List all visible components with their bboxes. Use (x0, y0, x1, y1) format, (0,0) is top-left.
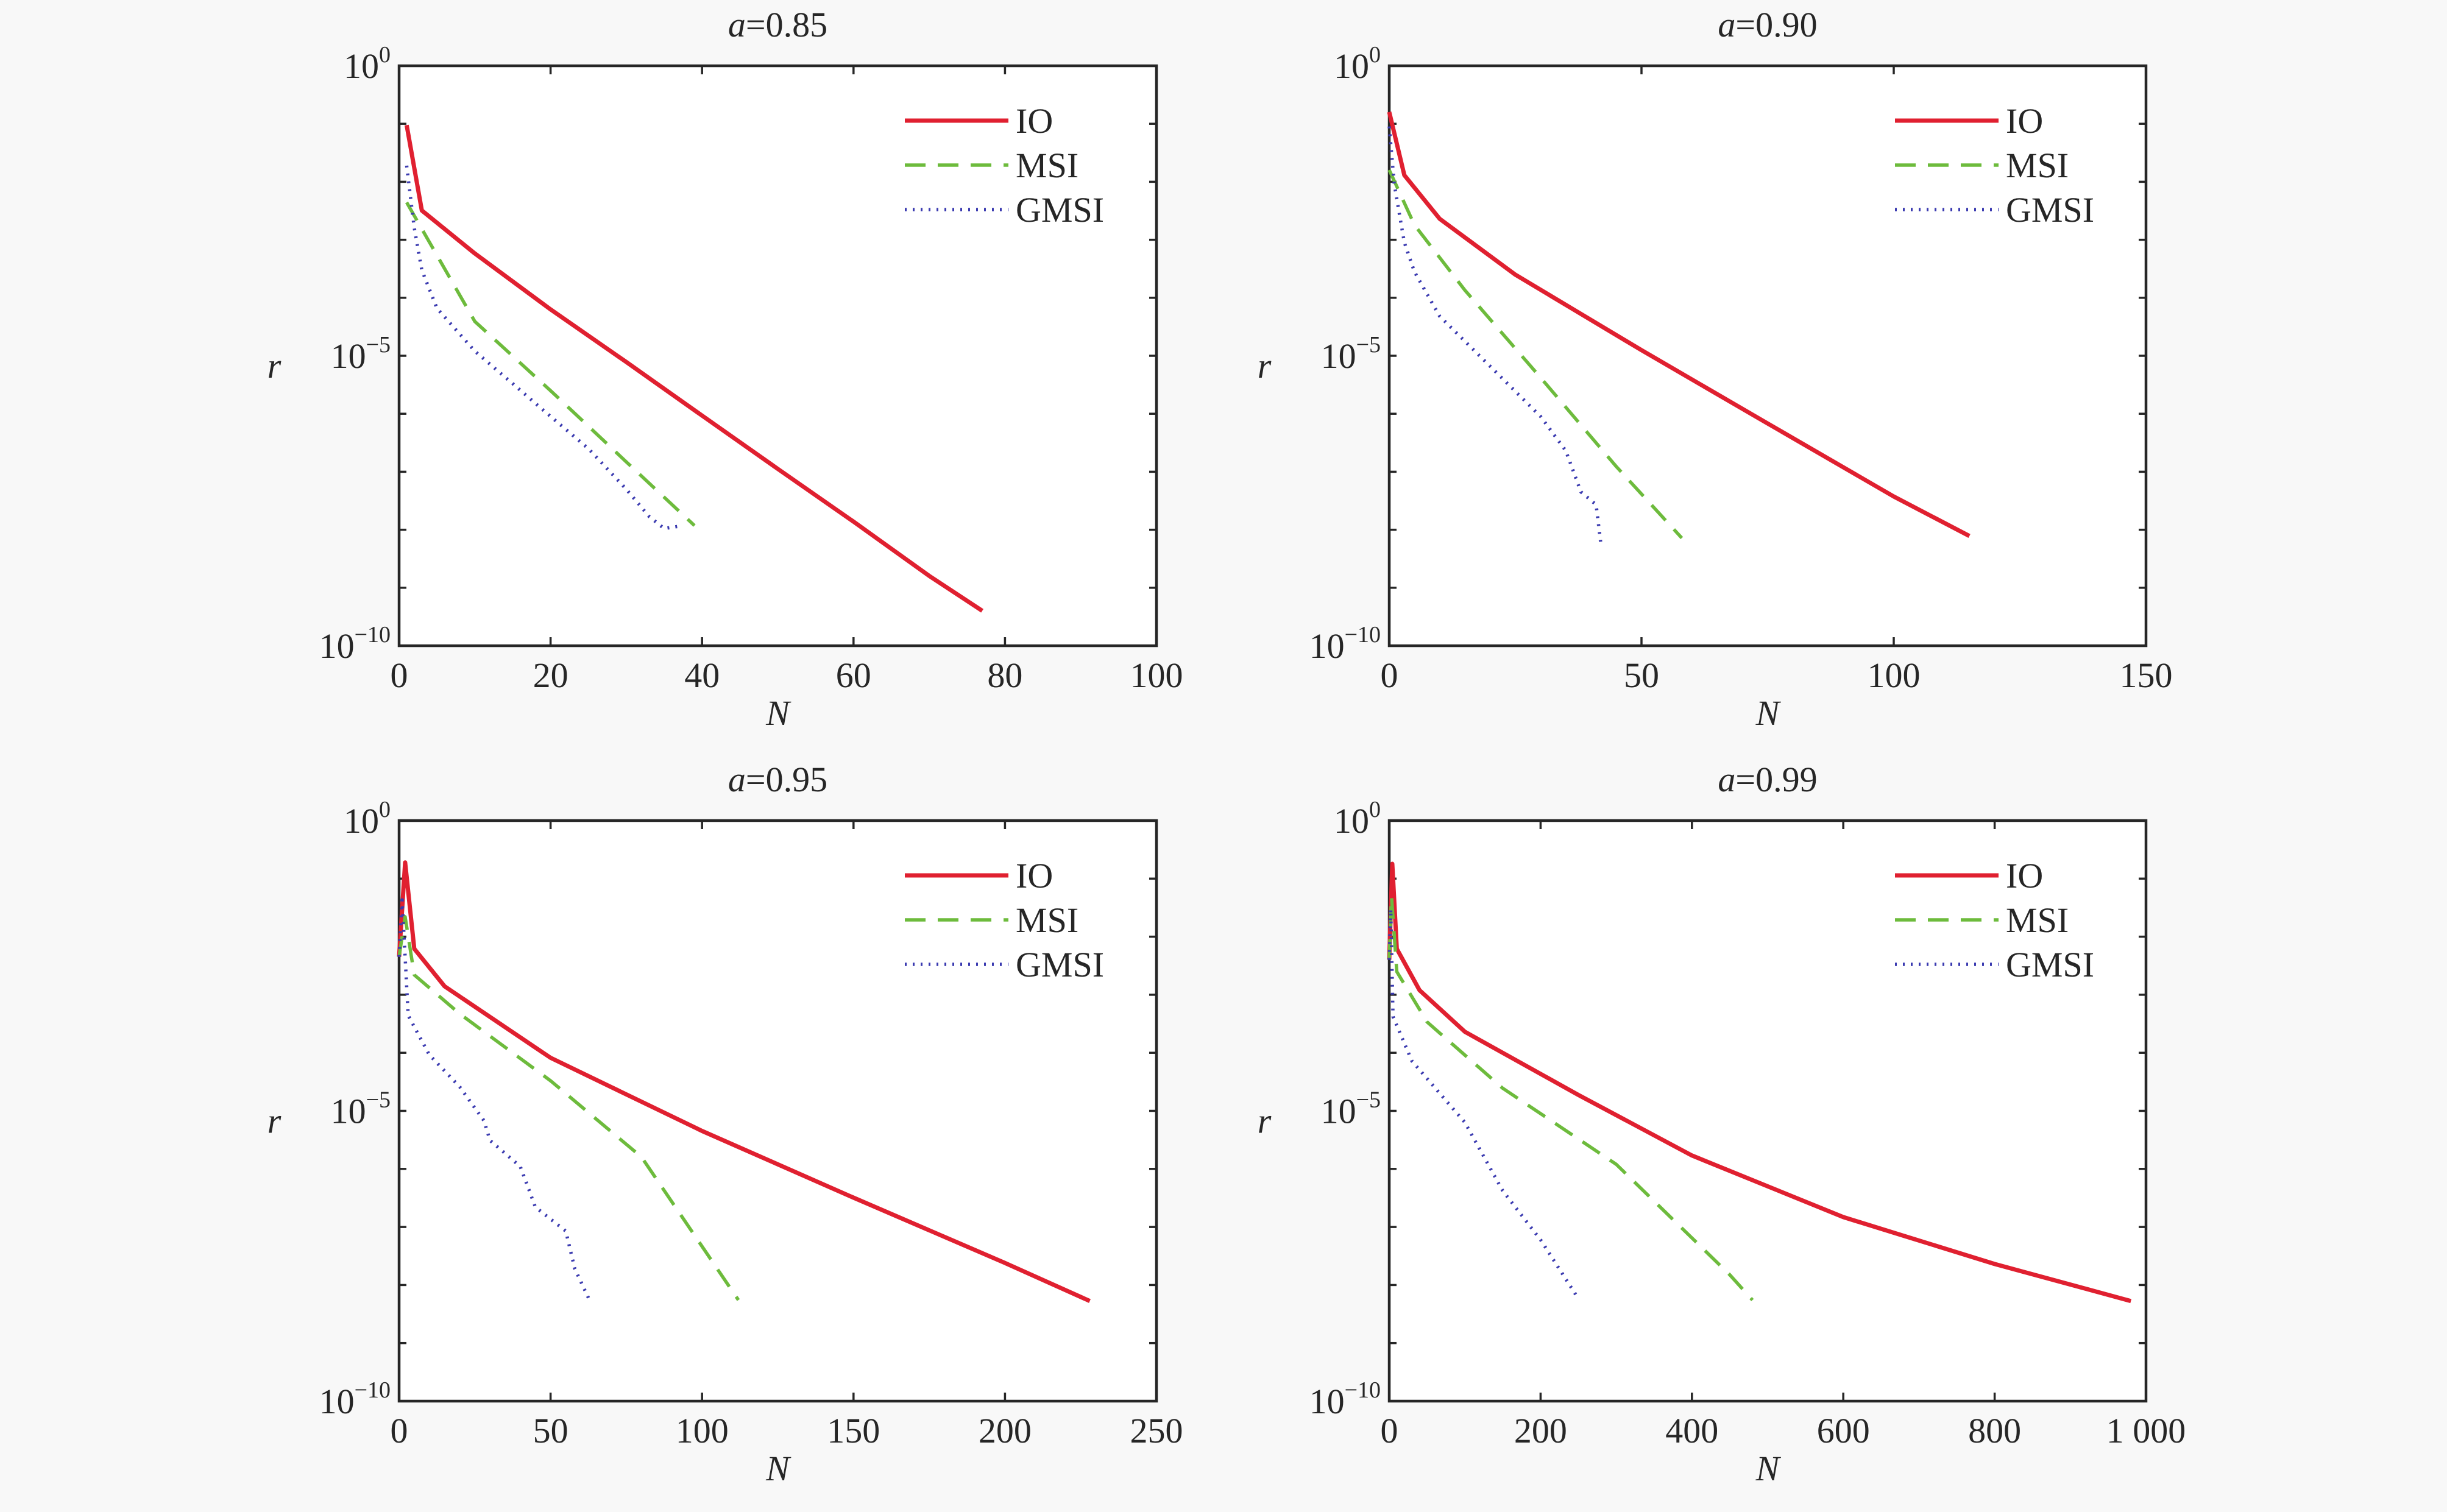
y-tick-label: 10−10 (319, 1377, 391, 1421)
x-axis-label: N (765, 693, 791, 733)
y-tick-label: 10−5 (331, 332, 391, 376)
x-tick-label: 100 (676, 1411, 729, 1450)
plot-area (1387, 819, 2148, 1403)
x-tick-label: 100 (1868, 655, 1921, 695)
panel-a-0-99: 0 200 400 600 800 1 000 100 10−5 10−10 a=0.99 Nr IO… (1258, 760, 2186, 1488)
panel-a-0-95: 0 50 100 150 200 250 100 10−5 10−10 a=0.95 Nr IOMSI… (267, 760, 1183, 1488)
series-line-gmsi (1387, 126, 1603, 546)
x-tick-label: 20 (533, 655, 568, 695)
legend-label-gmsi: GMSI (1016, 190, 1104, 230)
panel-a-0-90: 0 50 100 150 100 10−5 10−10 a=0.90 Nr IO MSI GMSI (1258, 5, 2173, 733)
y-axis-label: r (267, 1101, 282, 1141)
y-tick-label: 100 (1334, 42, 1381, 86)
x-tick-label: 100 (1130, 655, 1183, 695)
y-tick-label: 100 (1334, 797, 1381, 841)
panel-a-0-85: 0 20 40 60 80 100 100 10−5 10−10 a=0.85 Nr IO MSI GMS… (267, 5, 1183, 733)
x-tick-label: 40 (684, 655, 720, 695)
series-line-gmsi (405, 165, 680, 531)
y-axis-label: r (267, 346, 282, 386)
y-tick-label: 10−10 (319, 622, 391, 666)
legend-label-msi: MSI (1016, 900, 1078, 940)
legend-label-gmsi: GMSI (2006, 190, 2094, 230)
x-tick-label: 200 (979, 1411, 1032, 1450)
legend-label-io: IO (1016, 856, 1053, 896)
plot-area (1387, 64, 2148, 648)
legend-label-msi: MSI (2006, 146, 2069, 185)
legend-label-io: IO (2006, 856, 2043, 896)
chart-title: a=0.95 (728, 760, 827, 799)
y-axis-label: r (1258, 1101, 1272, 1141)
legend-label-msi: MSI (2006, 900, 2069, 940)
series-line-msi (405, 201, 696, 527)
series-line-io (1387, 861, 2132, 1304)
x-tick-label: 0 (391, 655, 408, 695)
y-tick-label: 10−5 (1321, 1087, 1381, 1131)
x-tick-label: 60 (836, 655, 871, 695)
y-tick-label: 100 (344, 797, 391, 841)
chart-title: a=0.99 (1718, 760, 1817, 799)
chart-title: a=0.90 (1718, 5, 1817, 44)
plot-area (397, 819, 1158, 1403)
series-line-io (1387, 111, 1971, 539)
x-tick-label: 1 000 (2106, 1411, 2186, 1450)
x-axis-label: N (1755, 1449, 1782, 1488)
legend-label-gmsi: GMSI (1016, 945, 1104, 984)
series-line-io (404, 124, 984, 613)
y-tick-label: 10−10 (1309, 622, 1381, 666)
legend-label-io: IO (2006, 101, 2043, 141)
x-tick-label: 800 (1968, 1411, 2021, 1450)
series-line-gmsi (397, 898, 592, 1302)
x-tick-label: 400 (1665, 1411, 1718, 1450)
x-tick-label: 80 (987, 655, 1022, 695)
x-tick-label: 0 (391, 1411, 408, 1450)
legend-label-io: IO (1016, 101, 1053, 141)
x-tick-label: 200 (1514, 1411, 1567, 1450)
chart-title: a=0.85 (728, 5, 827, 44)
series-line-msi (1387, 894, 1754, 1301)
y-tick-label: 10−5 (1321, 332, 1381, 376)
y-tick-label: 10−5 (331, 1087, 391, 1131)
x-tick-label: 150 (2120, 655, 2173, 695)
x-tick-label: 150 (827, 1411, 880, 1450)
legend-label-gmsi: GMSI (2006, 945, 2094, 984)
x-tick-label: 0 (1381, 655, 1398, 695)
y-axis-label: r (1258, 346, 1272, 386)
plot-area (397, 64, 1158, 648)
y-tick-label: 100 (344, 42, 391, 86)
y-tick-label: 10−10 (1309, 1377, 1381, 1421)
x-axis-label: N (765, 1449, 791, 1488)
series-line-gmsi (1387, 907, 1580, 1300)
x-axis-label: N (1755, 693, 1782, 733)
series-line-msi (397, 915, 740, 1301)
series-line-io (397, 860, 1091, 1303)
x-tick-label: 250 (1130, 1411, 1183, 1450)
x-tick-label: 50 (1624, 655, 1659, 695)
x-tick-label: 0 (1381, 1411, 1398, 1450)
x-tick-label: 600 (1817, 1411, 1870, 1450)
series-line-msi (1387, 169, 1684, 540)
x-tick-label: 50 (533, 1411, 568, 1450)
legend-label-msi: MSI (1016, 146, 1078, 185)
